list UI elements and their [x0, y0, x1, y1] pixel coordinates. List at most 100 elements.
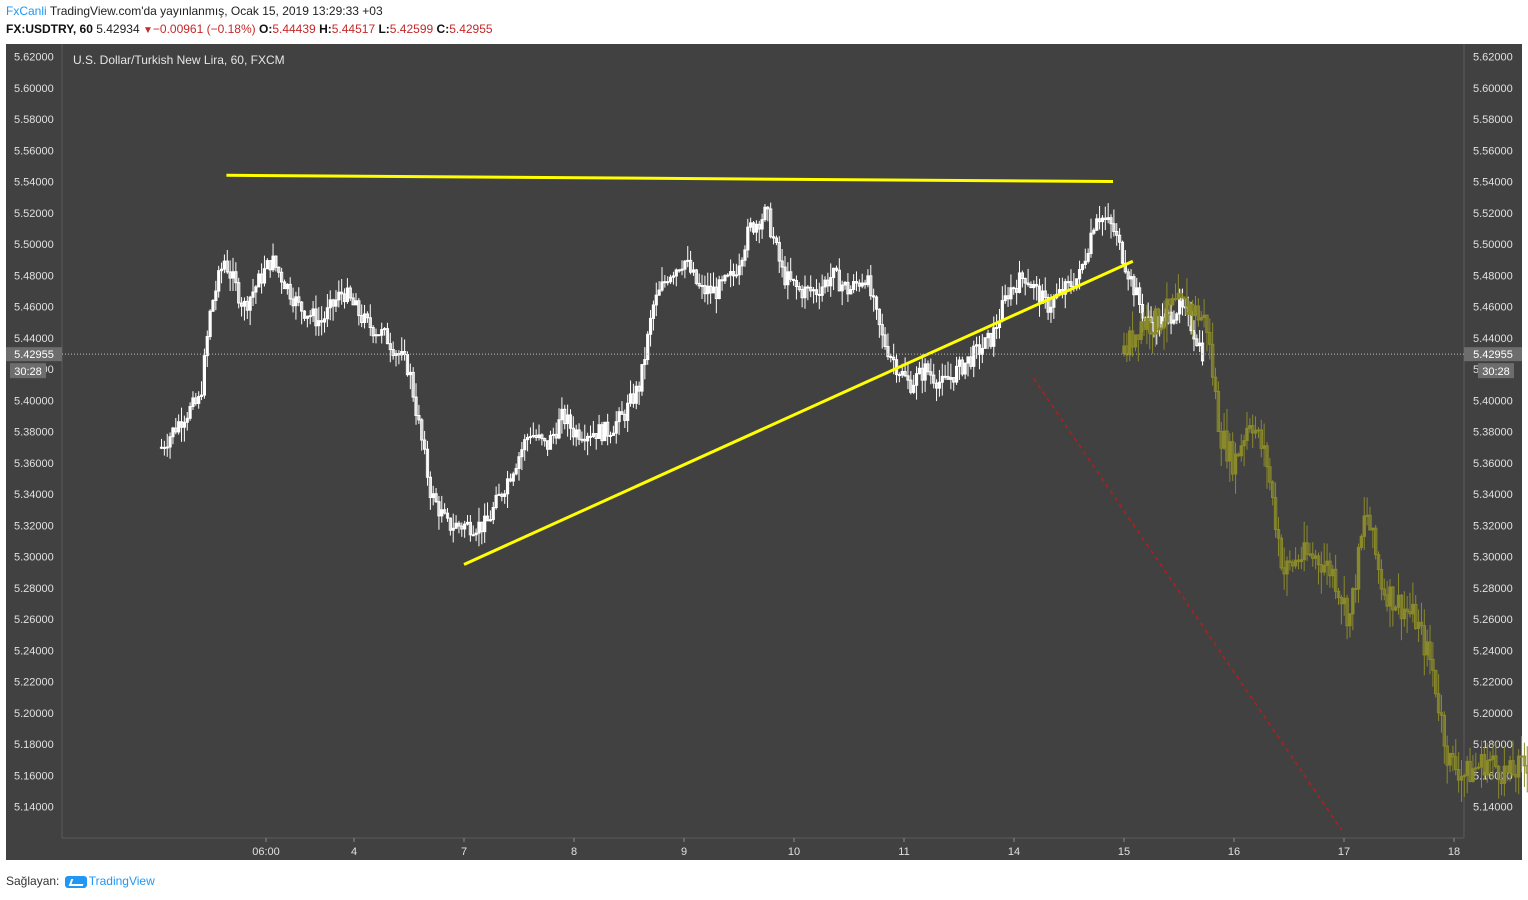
candle-body — [437, 501, 441, 517]
candle-body — [986, 332, 990, 339]
candle-body — [1451, 752, 1455, 758]
candle-body — [1017, 272, 1022, 293]
candle-body — [849, 289, 853, 295]
candle-body — [1448, 752, 1452, 766]
candle-body — [1112, 223, 1116, 233]
candle-body — [806, 286, 810, 289]
candle-body — [348, 287, 352, 299]
candle-body — [826, 279, 830, 287]
candle-body — [1259, 429, 1263, 449]
candle-body — [357, 300, 361, 317]
candle-body — [1109, 217, 1113, 225]
y-tick-label-left: 5.50000 — [14, 239, 54, 251]
candle-body — [1331, 568, 1335, 577]
y-tick-label-right: 5.40000 — [1473, 395, 1513, 407]
candle-body — [872, 295, 876, 298]
y-tick-label-right: 5.48000 — [1473, 270, 1513, 282]
candle-body — [1276, 529, 1281, 539]
candle-body — [691, 269, 696, 273]
candle-body — [740, 259, 744, 267]
candle-body — [608, 434, 613, 437]
candle-body — [777, 241, 781, 262]
candle-body — [797, 286, 801, 290]
candle-body — [1253, 429, 1258, 434]
candle-body — [1172, 319, 1176, 324]
candle-body — [1248, 425, 1252, 429]
candle-body — [751, 222, 756, 233]
price-chart[interactable]: 5.62000 5.62000 5.60000 5.60000 5.58000 5.580… — [0, 40, 1528, 865]
candle-body — [254, 286, 258, 293]
candle-body — [1118, 234, 1122, 243]
candle-body — [411, 371, 415, 398]
candle-body — [1198, 342, 1202, 347]
candle-body — [771, 236, 776, 239]
candle-body — [1525, 765, 1528, 774]
candle-body — [1391, 586, 1395, 611]
candle-body — [1216, 390, 1221, 433]
candle-body — [1135, 287, 1139, 296]
candle-body — [523, 439, 527, 451]
candle-body — [1179, 292, 1183, 298]
candle-body — [892, 356, 896, 361]
candle-body — [714, 286, 718, 300]
candle-body — [311, 308, 315, 317]
candle-body — [300, 301, 304, 312]
candle-body — [1012, 287, 1016, 290]
candle-body — [505, 478, 510, 495]
candle-body — [1083, 260, 1087, 265]
x-tick-label: 14 — [1008, 846, 1020, 858]
x-tick-label: 11 — [898, 846, 909, 858]
tradingview-link[interactable]: TradingView — [88, 874, 155, 888]
candle-body — [191, 397, 195, 408]
x-tick-label: 17 — [1338, 846, 1350, 858]
y-tick-label-right: 5.36000 — [1473, 458, 1513, 470]
candle-body — [1115, 231, 1119, 236]
candle-body — [811, 289, 816, 292]
candle-body — [972, 345, 976, 367]
candle-body — [231, 271, 235, 279]
candle-body — [783, 266, 787, 286]
brand-name[interactable]: FxCanli — [6, 4, 47, 18]
candle-body — [734, 274, 738, 277]
candle-body — [1205, 314, 1209, 334]
candle-body — [1169, 311, 1173, 324]
candle-body — [494, 494, 498, 508]
candle-body — [1474, 767, 1478, 770]
candle-body — [188, 406, 192, 419]
y-tick-label-left: 5.54000 — [14, 177, 54, 189]
candle-body — [1411, 603, 1415, 615]
y-tick-label-left: 5.20000 — [14, 708, 54, 720]
y-tick-label-right: 5.46000 — [1473, 302, 1513, 314]
candle-body — [1006, 295, 1010, 300]
y-tick-label-left: 5.32000 — [14, 520, 54, 532]
y-tick-label-right: 5.32000 — [1473, 520, 1513, 532]
x-tick-label: 18 — [1448, 846, 1460, 858]
candle-body — [1368, 514, 1372, 531]
candle-body — [228, 271, 232, 279]
publish-info: FxCanli TradingView.com'da yayınlanmış, … — [6, 4, 383, 18]
y-tick-label-left: 5.18000 — [14, 739, 54, 751]
publish-text: TradingView.com'da yayınlanmış, Ocak 15,… — [49, 4, 383, 18]
candle-body — [271, 255, 275, 271]
candle-body — [1322, 564, 1326, 573]
candle-body — [1522, 755, 1527, 767]
candle-body — [1285, 560, 1289, 575]
candle-body — [1097, 218, 1102, 223]
candle-body — [646, 333, 650, 361]
candle-body — [302, 310, 307, 319]
candle-body — [1077, 269, 1082, 280]
candle-body — [654, 294, 658, 306]
candle-body — [1228, 441, 1232, 462]
candle-body — [197, 395, 201, 404]
candle-body — [1208, 332, 1212, 345]
candle-body — [388, 343, 392, 351]
candle-body — [743, 249, 747, 261]
candle-body — [577, 429, 581, 440]
candle-body — [1434, 669, 1438, 695]
tradingview-logo-icon — [64, 875, 87, 888]
candle-body — [611, 432, 615, 436]
candle-body — [291, 298, 295, 307]
candle-body — [729, 271, 733, 276]
candle-body — [257, 273, 261, 288]
candle-body — [491, 506, 495, 521]
